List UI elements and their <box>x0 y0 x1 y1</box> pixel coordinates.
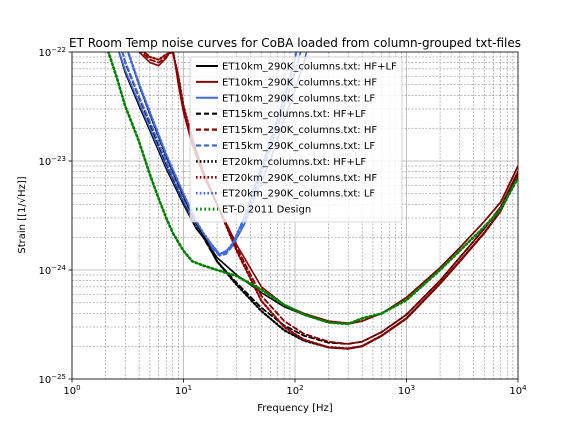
x-tick-label: 101 <box>175 384 192 397</box>
series-line-5 <box>140 52 518 345</box>
legend-label: ET-D 2011 Design <box>222 205 311 216</box>
x-tick-label: 100 <box>63 384 80 397</box>
y-tick-label: 10−22 <box>38 46 66 59</box>
legend-label: ET10km_290K_columns.txt: LF <box>222 93 375 104</box>
series-line-8 <box>142 52 518 350</box>
legend-label: ET10km_290K_columns.txt: HF <box>222 77 377 88</box>
y-axis-label: Strain [[1/√Hz]] <box>17 176 28 253</box>
x-axis-label: Frequency [Hz] <box>257 403 333 414</box>
legend-label: ET20km_290K_columns.txt: HF <box>222 173 377 184</box>
legend-box <box>189 56 403 223</box>
x-tick-label: 102 <box>286 384 303 397</box>
axis-ticks: 100 101 102 103 104 10−25 10−24 10−23 10−22 <box>38 46 527 397</box>
legend-label: ET20km_columns.txt: HF+LF <box>222 157 366 168</box>
legend: ET10km_290K_columns.txt: HF+LF ET10km_290… <box>189 56 403 223</box>
legend-label: ET15km_columns.txt: HF+LF <box>222 109 366 120</box>
series-line-10 <box>107 52 518 326</box>
legend-label: ET15km_290K_columns.txt: HF <box>222 125 377 136</box>
x-tick-label: 103 <box>398 384 415 397</box>
y-tick-label: 10−23 <box>38 155 66 168</box>
chart-title: ET Room Temp noise curves for CoBA loade… <box>69 36 521 50</box>
x-tick-label: 104 <box>509 384 527 397</box>
legend-label: ET20km_290K_columns.txt: LF <box>222 189 375 200</box>
y-tick-label: 10−25 <box>38 373 66 386</box>
y-tick-label: 10−24 <box>38 264 66 277</box>
legend-label: ET15km_290K_columns.txt: LF <box>222 141 375 152</box>
legend-label: ET10km_290K_columns.txt: HF+LF <box>222 62 397 73</box>
